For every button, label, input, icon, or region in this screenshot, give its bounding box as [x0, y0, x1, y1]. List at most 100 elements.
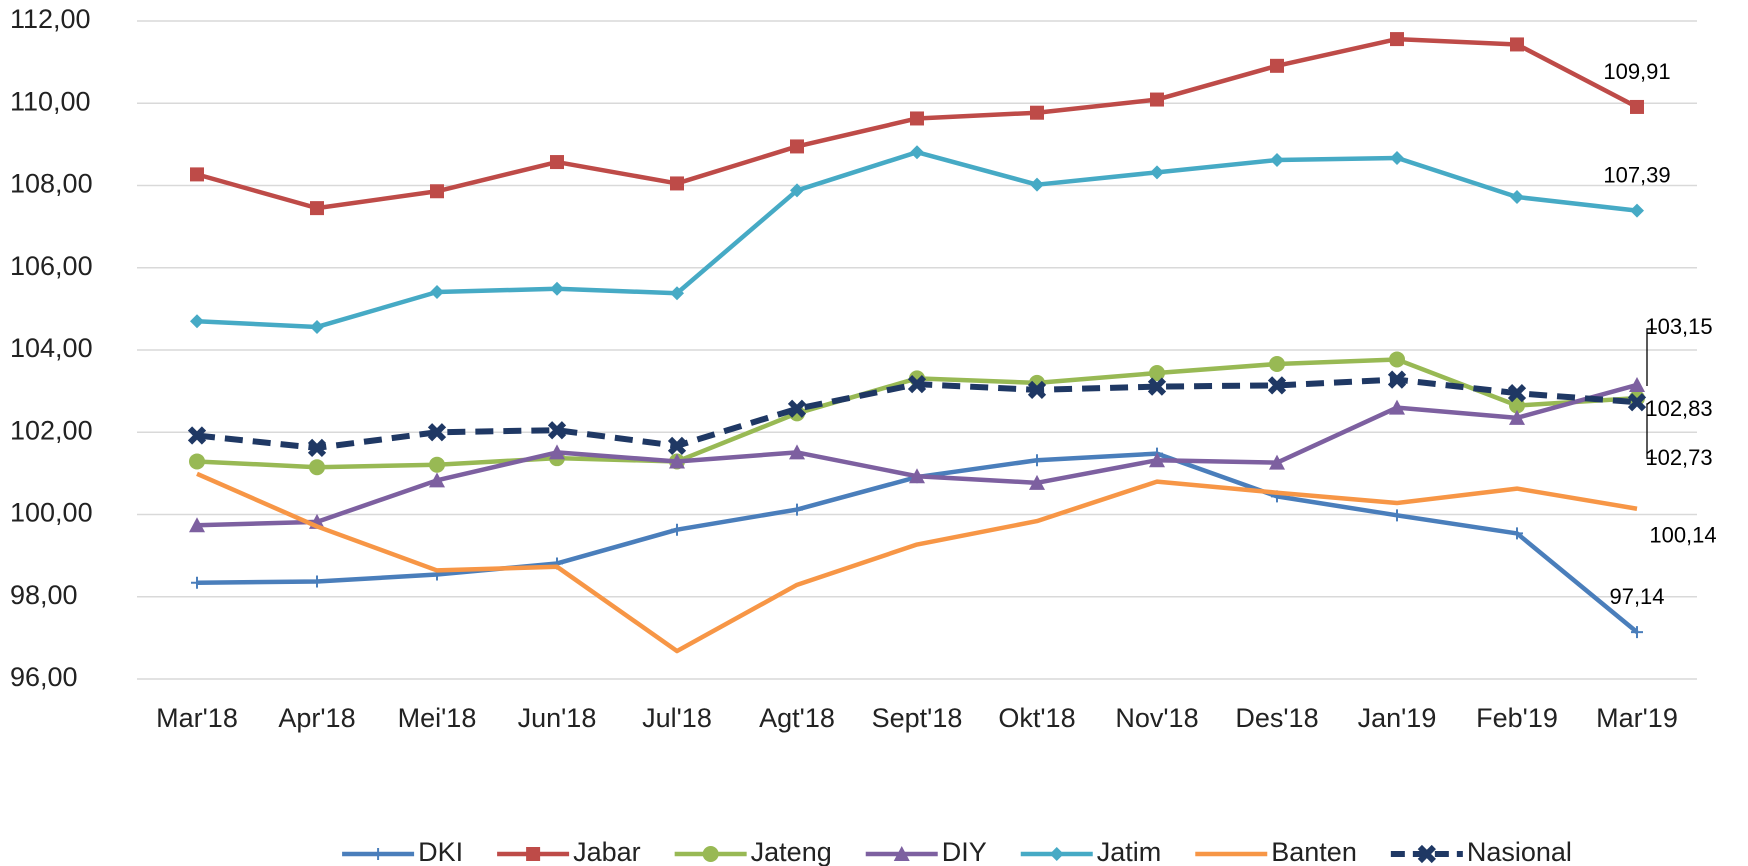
- legend-label: Jatim: [1097, 837, 1162, 866]
- y-tick-label: 112,00: [10, 4, 91, 34]
- x-tick-label: Jan'19: [1358, 703, 1437, 733]
- series-line: [196, 149, 1638, 330]
- marker: [667, 436, 687, 455]
- y-tick-label: 96,00: [10, 662, 78, 692]
- marker: [909, 468, 925, 484]
- marker: [429, 472, 445, 488]
- marker: [1389, 399, 1405, 415]
- marker: [1417, 844, 1436, 864]
- x-tick-label: Mar'18: [156, 703, 238, 733]
- marker: [191, 576, 203, 589]
- marker: [791, 503, 803, 516]
- marker: [1387, 370, 1407, 389]
- marker: [1150, 165, 1164, 180]
- marker: [1267, 376, 1287, 395]
- marker: [1269, 355, 1285, 372]
- x-tick-label: Feb'19: [1476, 703, 1558, 733]
- series-line: [196, 376, 1638, 451]
- data-label: 107,39: [1603, 162, 1670, 187]
- marker: [547, 421, 567, 440]
- series-line: [196, 382, 1638, 528]
- marker: [1390, 32, 1404, 47]
- x-tick-label: Okt'18: [998, 703, 1075, 733]
- marker: [910, 145, 924, 160]
- legend-label: DKI: [418, 837, 463, 866]
- data-label: 100,14: [1649, 523, 1716, 548]
- legend-label: Jateng: [751, 837, 832, 866]
- legend-item: Nasional: [1390, 837, 1572, 866]
- marker: [549, 444, 565, 460]
- marker: [670, 286, 684, 301]
- y-tick-label: 110,00: [10, 86, 91, 116]
- marker: [1270, 153, 1284, 168]
- leader-line: [1646, 403, 1657, 459]
- x-tick-label: Jun'18: [518, 703, 597, 733]
- marker: [187, 426, 207, 445]
- marker: [1511, 527, 1523, 540]
- marker: [1391, 509, 1403, 522]
- data-label: 102,73: [1645, 445, 1712, 470]
- marker: [550, 281, 564, 296]
- marker: [1627, 393, 1647, 412]
- marker: [907, 375, 927, 394]
- y-tick-label: 106,00: [10, 251, 93, 281]
- data-label: 109,91: [1603, 59, 1670, 84]
- marker: [1389, 351, 1405, 368]
- marker: [1507, 384, 1527, 403]
- marker: [550, 155, 564, 170]
- marker: [427, 423, 447, 442]
- marker: [189, 517, 205, 533]
- marker: [1149, 365, 1165, 382]
- marker: [310, 319, 324, 334]
- marker: [669, 453, 685, 469]
- x-tick-label: Mar'19: [1596, 703, 1678, 733]
- y-tick-label: 104,00: [10, 333, 93, 363]
- x-tick-label: Nov'18: [1115, 703, 1198, 733]
- marker: [1049, 847, 1064, 861]
- marker: [1631, 626, 1643, 639]
- data-label: 97,14: [1609, 584, 1664, 609]
- x-tick-label: Agt'18: [759, 703, 835, 733]
- y-tick-label: 100,00: [10, 498, 93, 528]
- marker: [893, 846, 910, 861]
- marker: [1510, 190, 1524, 205]
- legend-item: DIY: [865, 837, 987, 866]
- legend-item: Jabar: [497, 837, 641, 866]
- marker: [189, 453, 205, 470]
- marker: [1027, 380, 1047, 400]
- marker: [309, 459, 325, 476]
- legend: DKI Jabar Jateng DIY Jatim Banten Nasional: [342, 837, 1572, 866]
- legend-item: Banten: [1195, 837, 1357, 866]
- marker: [790, 139, 804, 154]
- data-label: 102,83: [1645, 396, 1712, 421]
- marker: [430, 184, 444, 199]
- marker: [190, 314, 204, 329]
- marker: [1629, 376, 1645, 392]
- marker: [307, 438, 327, 457]
- marker: [311, 575, 323, 588]
- y-tick-label: 102,00: [10, 415, 93, 445]
- x-tick-label: Mei'18: [398, 703, 477, 733]
- marker: [910, 111, 924, 126]
- marker: [1270, 58, 1284, 73]
- data-label: 103,15: [1645, 314, 1712, 339]
- y-tick-label: 98,00: [10, 580, 78, 610]
- marker: [310, 201, 324, 216]
- x-tick-label: Jul'18: [642, 703, 712, 733]
- marker: [1031, 454, 1043, 467]
- x-tick-label: Sept'18: [872, 703, 963, 733]
- leader-line: [1646, 328, 1657, 386]
- marker: [1390, 150, 1404, 165]
- marker: [670, 176, 684, 191]
- legend-label: Nasional: [1467, 837, 1572, 866]
- legend-item: Jateng: [674, 837, 832, 866]
- marker: [671, 523, 683, 536]
- marker: [1509, 409, 1525, 425]
- y-tick-label: 108,00: [10, 169, 93, 199]
- marker: [1509, 397, 1525, 414]
- marker: [372, 848, 385, 860]
- marker: [789, 444, 805, 460]
- marker: [702, 846, 719, 862]
- marker: [1510, 37, 1524, 52]
